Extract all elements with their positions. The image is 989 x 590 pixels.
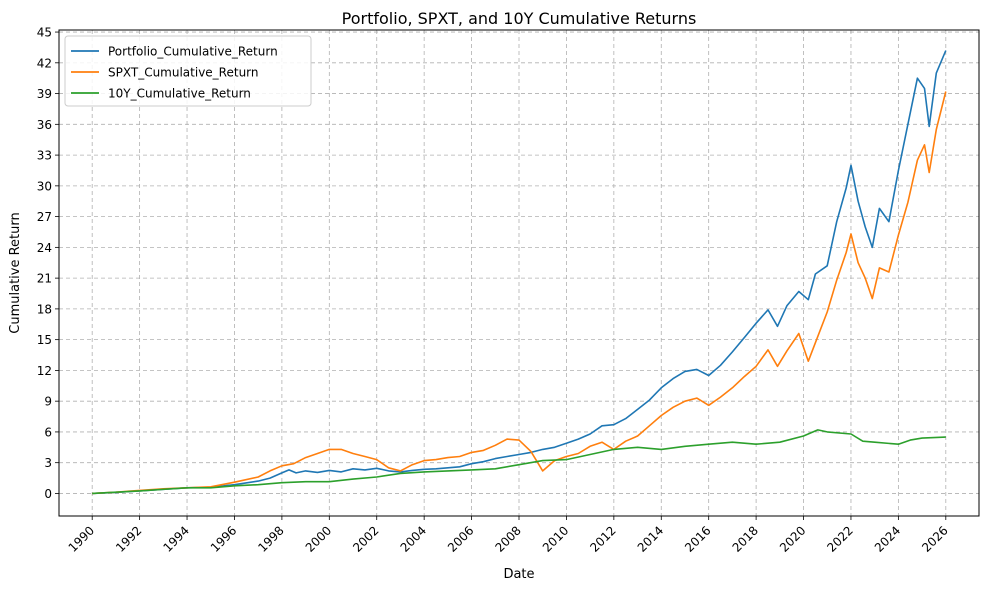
chart-title: Portfolio, SPXT, and 10Y Cumulative Retu… [342,9,697,28]
y-tick-label: 24 [37,241,52,255]
y-tick-label: 39 [37,87,52,101]
x-tick-label: 2004 [398,523,429,554]
x-tick-label: 2006 [445,523,476,554]
legend-box [64,35,312,107]
y-tick-label: 33 [37,149,52,163]
legend-label: 10Y_Cumulative_Return [108,87,251,101]
legend: Portfolio_Cumulative_Return SPXT_Cumulati… [64,35,312,107]
x-tick-label: 2016 [682,523,713,554]
x-axis-label: Date [503,567,534,582]
x-tick-label: 1994 [160,523,191,554]
x-tick-label: 2020 [777,523,808,554]
y-tick-label: 0 [44,487,52,501]
x-tick-label: 2022 [824,523,855,554]
series-line-2 [92,429,946,495]
y-tick-label: 45 [37,26,52,40]
y-tick-label: 12 [37,364,52,378]
y-tick-label: 21 [37,272,52,286]
x-tick-label: 1998 [255,523,286,554]
x-tick-label: 2026 [919,523,950,554]
x-tick-label: 2014 [635,523,666,554]
y-tick-label: 27 [37,210,52,224]
y-tick-label: 15 [37,333,52,347]
x-tick-label: 2018 [730,523,761,554]
series-line-0 [92,50,947,495]
legend-label: Portfolio_Cumulative_Return [108,45,278,59]
y-tick-label: 6 [44,425,52,439]
y-axis-label: Cumulative Return [8,212,23,333]
series-line-1 [92,91,947,495]
series-group [92,50,947,495]
x-tick-label: 1992 [113,523,144,554]
x-tick-label: 1990 [66,523,97,554]
x-tick-label: 2012 [587,523,618,554]
x-tick-label: 2002 [350,523,381,554]
y-tick-label: 3 [44,456,52,470]
x-tick-label: 2024 [872,523,903,554]
legend-label: SPXT_Cumulative_Return [108,66,259,80]
y-tick-label: 18 [37,302,52,316]
y-tick-label: 30 [37,179,52,193]
x-tick-label: 1996 [208,523,239,554]
x-axis: 1990 1992 1994 1996 1998 2000 2002 2004 2006 2008… [66,516,951,555]
y-tick-label: 9 [44,395,52,409]
x-tick-label: 2008 [492,523,523,554]
x-tick-label: 2000 [303,523,334,554]
x-tick-label: 2010 [540,523,571,554]
y-tick-label: 36 [37,118,52,132]
y-tick-label: 42 [37,56,52,70]
